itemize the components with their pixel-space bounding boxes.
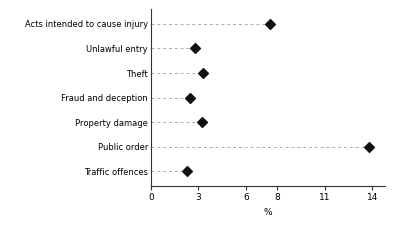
Point [200, 71, 206, 75]
Point [184, 170, 191, 173]
X-axis label: %: % [264, 208, 272, 217]
Point [192, 47, 198, 50]
Point [266, 22, 273, 26]
Point [187, 96, 194, 99]
Point [366, 145, 372, 149]
Point [198, 120, 205, 124]
